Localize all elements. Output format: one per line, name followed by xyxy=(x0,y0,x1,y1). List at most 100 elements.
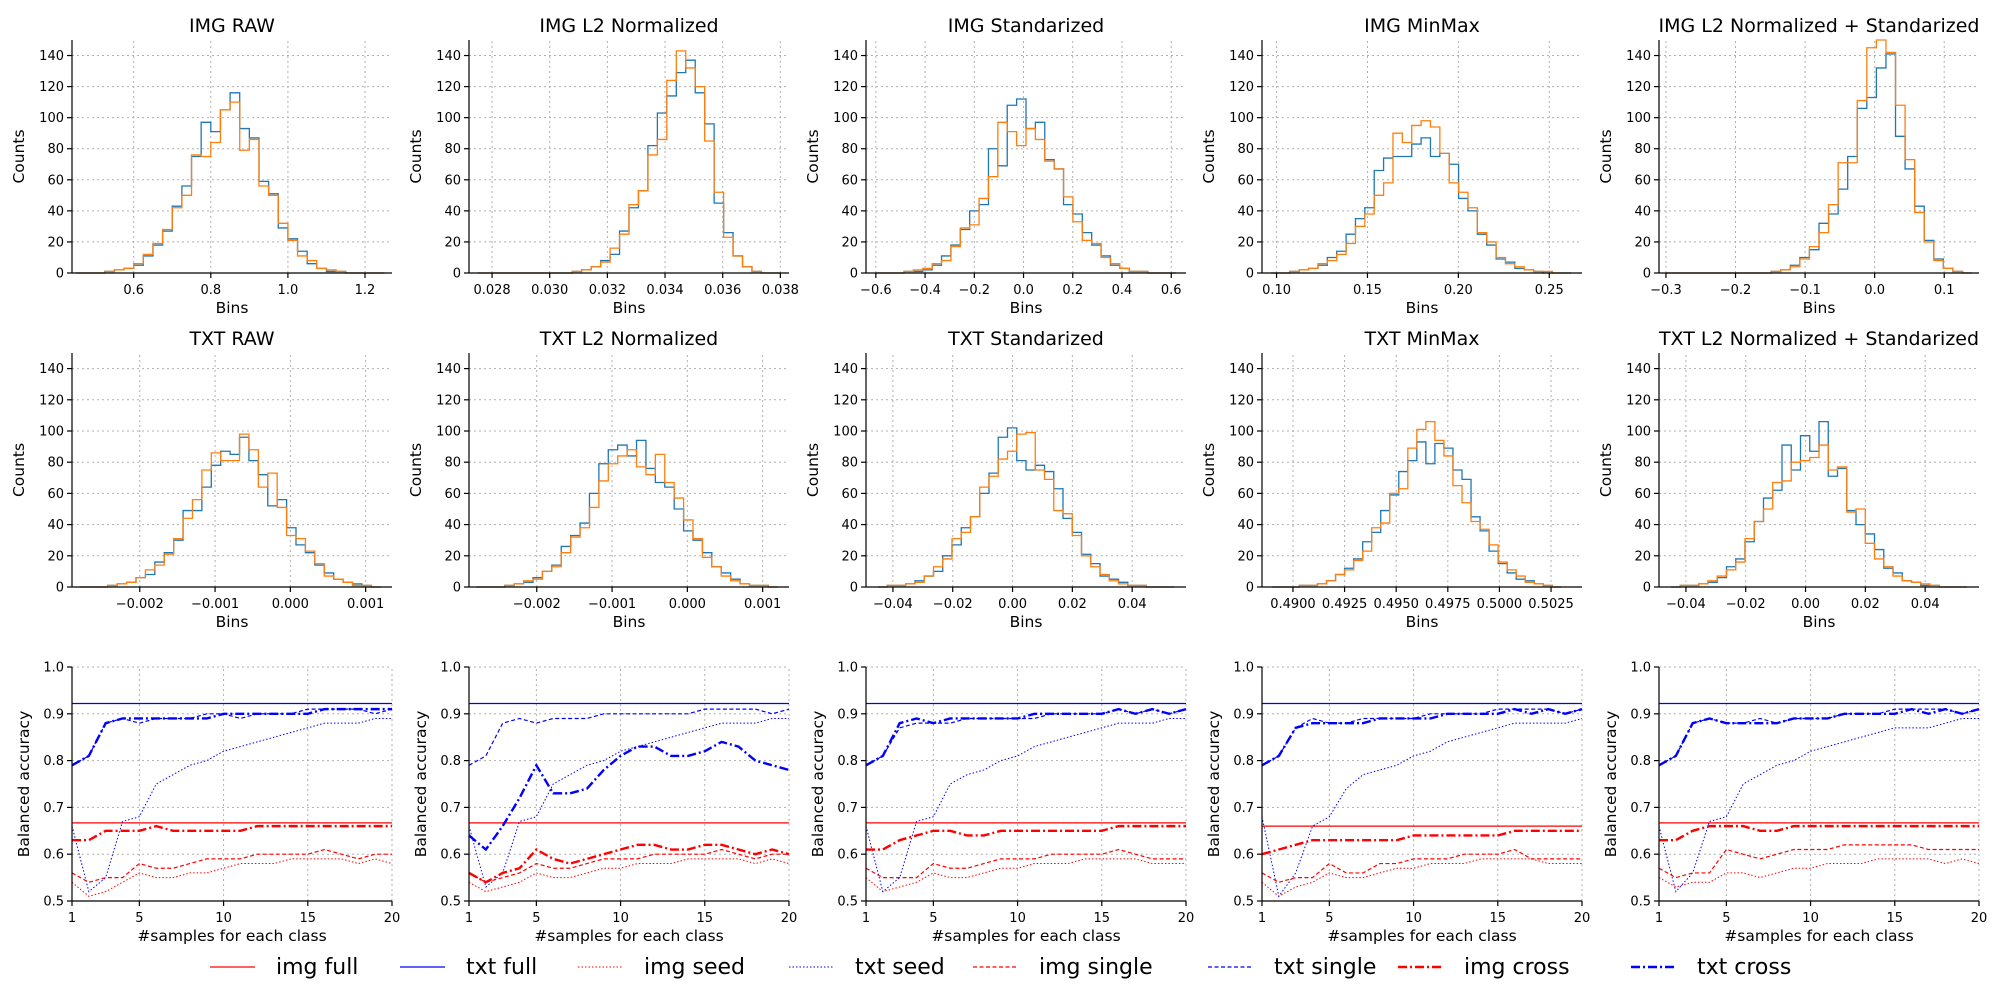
accuracy-plot-14-ytick-label-3: 0.8 xyxy=(1630,754,1651,769)
histogram-3-ytick-label-0: 0 xyxy=(1246,267,1254,282)
accuracy-plot-10-xlabel: #samples for each class xyxy=(137,927,326,945)
histogram-4-xlabel: Bins xyxy=(1803,299,1836,317)
histogram-4-ytick-label-7: 140 xyxy=(1626,49,1651,64)
histogram-7-ylabel: Counts xyxy=(804,443,822,497)
histogram-6-ytick-label-5: 100 xyxy=(436,425,461,440)
accuracy-plot-10-ytick-label-2: 0.7 xyxy=(43,801,64,816)
histogram-2-xtick-label-3: 0.0 xyxy=(1013,283,1034,298)
accuracy-plot-14-series-txt-cross xyxy=(1658,707,1980,767)
accuracy-plot-10-series-txt-cross xyxy=(71,707,392,767)
accuracy-plot-10-xtick-label-0: 1 xyxy=(68,911,76,926)
histogram-8-step-series-1 xyxy=(1272,420,1562,588)
accuracy-plot-10-series-txt-single xyxy=(71,708,393,766)
histogram-0-step-series-0 xyxy=(75,92,385,274)
accuracy-plot-11-series-txt-seed xyxy=(468,717,789,888)
accuracy-plot-13-xtick-label-3: 15 xyxy=(1490,911,1507,926)
histogram-3-title: IMG MinMax xyxy=(1364,15,1480,37)
histogram-0-ytick-label-5: 100 xyxy=(39,111,64,126)
histogram-6-title: TXT L2 Normalized xyxy=(539,328,718,350)
histogram-1-grid xyxy=(469,40,789,274)
accuracy-plot-14-xlabel: #samples for each class xyxy=(1724,927,1913,945)
accuracy-plot-14: 1 5 10 15 200.50.60.70.80.91.0#samples for e… xyxy=(1602,661,1987,946)
accuracy-plot-11-ylabel: Balanced accuracy xyxy=(412,711,430,858)
histogram-3-ytick-label-2: 40 xyxy=(1237,204,1254,219)
accuracy-plot-11-ytick-label-2: 0.7 xyxy=(440,801,461,816)
histogram-7-ytick-label-5: 100 xyxy=(833,425,858,440)
accuracy-plot-11-xtick-label-2: 10 xyxy=(612,911,629,926)
legend-label-3: txt seed xyxy=(855,955,945,980)
histogram-7-xtick-label-0: −0.04 xyxy=(873,597,913,612)
histogram-5-ytick-label-2: 40 xyxy=(47,518,64,533)
histogram-0-ylabel: Counts xyxy=(10,129,28,183)
histogram-4-xtick-label-2: −0.1 xyxy=(1789,283,1821,298)
histogram-2-step-series-0 xyxy=(875,98,1177,274)
histogram-9-ylabel: Counts xyxy=(1597,443,1615,497)
histogram-3-ytick-label-3: 60 xyxy=(1237,173,1254,188)
accuracy-plot-10-xtick-label-1: 5 xyxy=(135,911,143,926)
histogram-4-xtick-label-0: −0.3 xyxy=(1650,283,1682,298)
accuracy-plot-11-xtick-label-4: 20 xyxy=(781,911,798,926)
accuracy-plot-11: 1 5 10 15 200.50.60.70.80.91.0#samples for e… xyxy=(412,661,797,946)
accuracy-plot-11-ytick-label-5: 1.0 xyxy=(440,661,461,676)
histogram-1-title: IMG L2 Normalized xyxy=(539,15,718,37)
legend-item-img-cross: img cross xyxy=(1398,955,1570,980)
accuracy-plot-14-xtick-label-3: 15 xyxy=(1887,911,1904,926)
histogram-2-step-series-1 xyxy=(875,121,1177,274)
histogram-1-ytick-label-5: 100 xyxy=(436,111,461,126)
histogram-1-xtick-label-2: 0.032 xyxy=(589,283,626,298)
histogram-7-ytick-label-6: 120 xyxy=(833,393,858,408)
histogram-7-step-series-0 xyxy=(877,427,1175,588)
accuracy-plot-13-series-txt-cross xyxy=(1261,707,1583,767)
histogram-4-step-series-1 xyxy=(1665,39,1973,274)
histogram-4-ytick-label-0: 0 xyxy=(1643,267,1651,282)
histogram-2-xlabel: Bins xyxy=(1010,299,1043,317)
histogram-8: 0.4900 0.4925 0.4950 0.4975 0.5000 0.5025 0 20 4… xyxy=(1200,328,1582,631)
histogram-4: −0.3 −0.2 −0.1 0.0 0.1 0 20 40 60 80 100 120 140 Bins… xyxy=(1597,15,1979,317)
histogram-6-ytick-label-2: 40 xyxy=(444,518,461,533)
histogram-2-ytick-label-7: 140 xyxy=(833,49,858,64)
histogram-0-xtick-label-1: 0.8 xyxy=(200,283,221,298)
histogram-5-step-series-0 xyxy=(79,436,381,588)
accuracy-plot-10-ytick-label-4: 0.9 xyxy=(43,707,64,722)
histogram-8-ytick-label-1: 20 xyxy=(1237,549,1254,564)
histogram-9-xlabel: Bins xyxy=(1803,613,1836,631)
histogram-9-xtick-label-1: −0.02 xyxy=(1726,597,1766,612)
accuracy-plot-12-series-txt-single xyxy=(865,708,1187,766)
histogram-0-ytick-label-6: 120 xyxy=(39,80,64,95)
accuracy-plot-10-ytick-label-1: 0.6 xyxy=(43,848,64,863)
accuracy-plot-13-ytick-label-5: 1.0 xyxy=(1233,661,1254,676)
histogram-2-xtick-label-1: −0.4 xyxy=(909,283,941,298)
accuracy-plot-10-ytick-label-0: 0.5 xyxy=(43,895,64,910)
accuracy-plot-10-ytick-label-5: 1.0 xyxy=(43,661,64,676)
accuracy-plot-11-ytick-label-0: 0.5 xyxy=(440,895,461,910)
histogram-6-ylabel: Counts xyxy=(407,443,425,497)
legend-item-txt-single: txt single xyxy=(1208,955,1376,980)
histogram-6-ytick-label-1: 20 xyxy=(444,549,461,564)
histogram-5-ytick-label-7: 140 xyxy=(39,362,64,377)
histogram-8-ylabel: Counts xyxy=(1200,443,1218,497)
histogram-2-ytick-label-2: 40 xyxy=(841,204,858,219)
histogram-9-ytick-label-0: 0 xyxy=(1643,581,1651,596)
histogram-9-ytick-label-3: 60 xyxy=(1634,487,1651,502)
histogram-3-ytick-label-1: 20 xyxy=(1237,235,1254,250)
histogram-4-xtick-label-1: −0.2 xyxy=(1720,283,1752,298)
accuracy-plot-12-ytick-label-0: 0.5 xyxy=(837,895,858,910)
accuracy-plot-13-series-img-seed xyxy=(1261,858,1582,897)
histogram-5-ytick-label-3: 60 xyxy=(47,487,64,502)
histogram-8-xtick-label-0: 0.4900 xyxy=(1270,597,1316,612)
accuracy-plot-13-xtick-label-0: 1 xyxy=(1258,911,1266,926)
histogram-9-ytick-label-4: 80 xyxy=(1634,456,1651,471)
accuracy-plot-13-ytick-label-3: 0.8 xyxy=(1233,754,1254,769)
accuracy-plot-12-ytick-label-5: 1.0 xyxy=(837,661,858,676)
histogram-3-ylabel: Counts xyxy=(1200,129,1218,183)
histogram-9: −0.04 −0.02 0.00 0.02 0.04 0 20 40 60 80 100 120 140… xyxy=(1597,328,1979,631)
histogram-2-grid xyxy=(866,40,1186,274)
accuracy-plot-12-xlabel: #samples for each class xyxy=(931,927,1120,945)
histogram-7: −0.04 −0.02 0.00 0.02 0.04 0 20 40 60 80 100 120 140… xyxy=(804,328,1186,631)
histogram-2-ylabel: Counts xyxy=(804,129,822,183)
histogram-6-step-series-0 xyxy=(476,439,778,588)
histogram-9-grid xyxy=(1659,353,1979,588)
accuracy-plot-14-grid xyxy=(1658,666,1980,902)
histogram-2-ytick-label-4: 80 xyxy=(841,142,858,157)
legend-item-img-full: img full xyxy=(210,955,358,980)
